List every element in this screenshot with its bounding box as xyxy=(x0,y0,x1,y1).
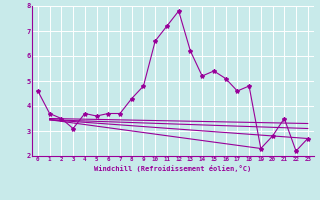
X-axis label: Windchill (Refroidissement éolien,°C): Windchill (Refroidissement éolien,°C) xyxy=(94,165,252,172)
